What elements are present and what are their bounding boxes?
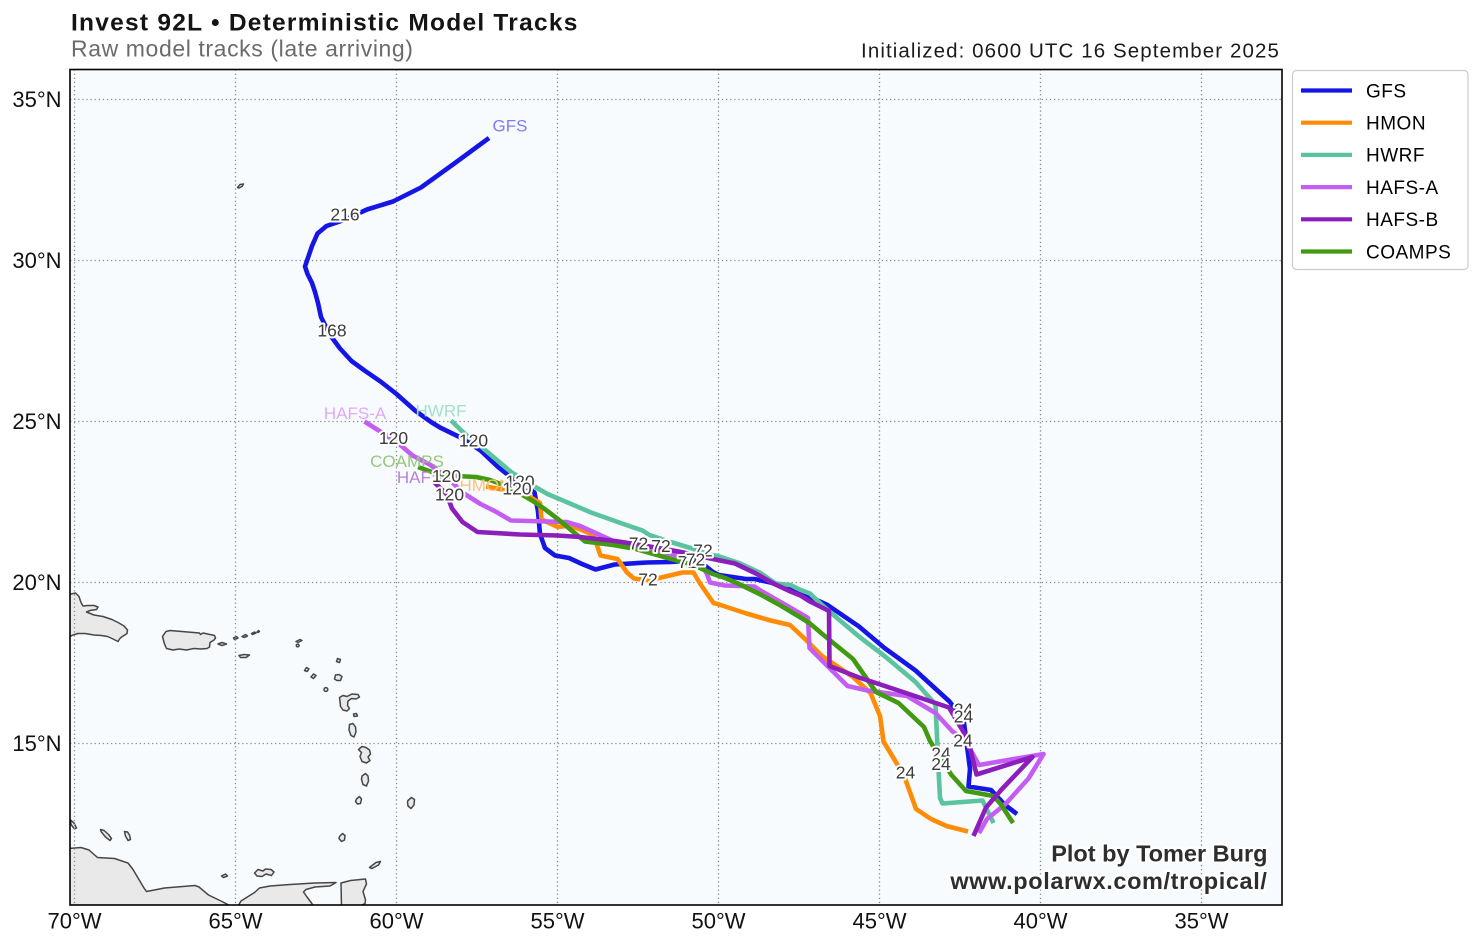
svg-text:168: 168 (317, 321, 346, 341)
svg-text:25°N: 25°N (12, 409, 61, 434)
svg-text:HAFS-B: HAFS-B (397, 468, 459, 487)
svg-text:24: 24 (896, 763, 916, 783)
svg-text:55°W: 55°W (530, 909, 584, 934)
svg-text:HWRF: HWRF (416, 402, 467, 421)
svg-text:Plot by Tomer Burg: Plot by Tomer Burg (1051, 841, 1267, 867)
svg-text:72: 72 (686, 550, 705, 570)
svg-text:GFS: GFS (493, 117, 528, 136)
svg-text:HAFS-A: HAFS-A (1366, 178, 1439, 199)
svg-text:Initialized: 0600 UTC 16 Septe: Initialized: 0600 UTC 16 September 2025 (861, 40, 1280, 63)
svg-text:24: 24 (954, 700, 974, 720)
svg-text:Invest 92L • Deterministic Mod: Invest 92L • Deterministic Model Tracks (71, 10, 579, 37)
svg-text:60°W: 60°W (369, 909, 423, 934)
svg-text:72: 72 (629, 534, 648, 554)
svg-text:Raw model tracks (late arrivin: Raw model tracks (late arriving) (71, 36, 414, 62)
svg-text:www.polarwx.com/tropical/: www.polarwx.com/tropical/ (949, 868, 1267, 894)
svg-text:72: 72 (651, 536, 670, 556)
svg-text:70°W: 70°W (47, 909, 101, 934)
svg-text:120: 120 (459, 431, 488, 451)
svg-text:72: 72 (638, 570, 657, 590)
svg-text:35°W: 35°W (1174, 909, 1228, 934)
svg-text:40°W: 40°W (1013, 909, 1067, 934)
svg-text:15°N: 15°N (12, 731, 61, 756)
svg-text:72: 72 (693, 541, 712, 561)
svg-text:45°W: 45°W (852, 909, 906, 934)
svg-text:120: 120 (435, 485, 464, 505)
svg-text:24: 24 (954, 707, 974, 727)
svg-text:HAFS-A: HAFS-A (324, 404, 387, 423)
svg-text:HMON: HMON (460, 476, 512, 495)
svg-text:HMON: HMON (1366, 114, 1426, 135)
svg-text:HAFS-B: HAFS-B (1366, 210, 1439, 231)
svg-text:COAMPS: COAMPS (1366, 242, 1451, 263)
svg-text:120: 120 (432, 466, 461, 486)
svg-text:24: 24 (931, 754, 951, 774)
svg-text:72: 72 (678, 552, 697, 572)
svg-text:COAMPS: COAMPS (370, 452, 444, 471)
svg-text:24: 24 (931, 744, 951, 764)
svg-text:HWRF: HWRF (1366, 146, 1425, 167)
svg-text:20°N: 20°N (12, 570, 61, 595)
svg-text:24: 24 (953, 731, 973, 751)
svg-text:GFS: GFS (1366, 81, 1407, 102)
svg-text:120: 120 (379, 428, 408, 448)
svg-text:216: 216 (330, 205, 359, 225)
svg-text:65°W: 65°W (208, 909, 262, 934)
svg-text:30°N: 30°N (12, 248, 61, 273)
svg-text:50°W: 50°W (691, 909, 745, 934)
svg-text:35°N: 35°N (12, 87, 61, 112)
svg-text:120: 120 (505, 472, 534, 492)
svg-text:120: 120 (502, 479, 531, 499)
